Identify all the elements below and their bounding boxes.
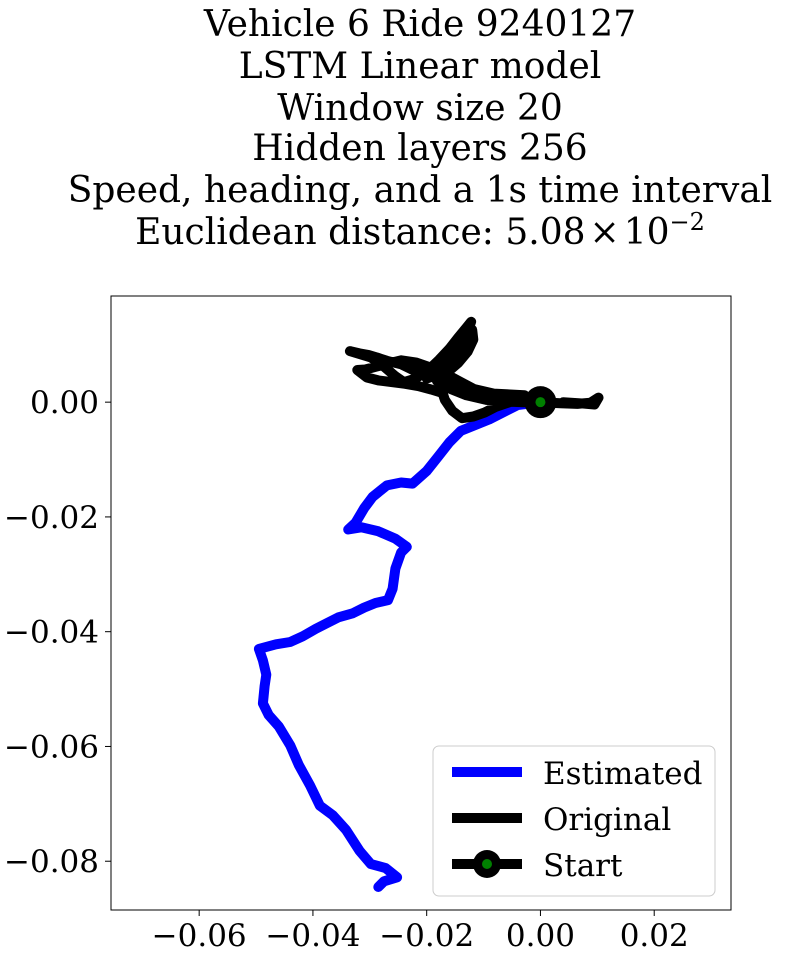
x-tick-label: 0.00: [506, 918, 575, 954]
start-marker-inner: [535, 397, 546, 408]
y-tick-label: −0.06: [4, 729, 99, 765]
y-tick-label: −0.02: [4, 500, 99, 536]
y-tick-label: −0.04: [4, 615, 99, 651]
x-axis: −0.06 −0.04 −0.02 0.00 0.02: [152, 910, 689, 954]
title-line-3: Window size 20: [277, 88, 563, 129]
metric-mantissa: 5.08: [505, 212, 585, 253]
title-line-6-metric: Euclidean distance: 5.08 × 10−2: [135, 208, 705, 253]
legend-label-start: Start: [543, 848, 623, 884]
legend: Estimated Original Start: [432, 745, 716, 897]
title-line-1: Vehicle 6 Ride 9240127: [203, 4, 636, 45]
legend-swatch-start-inner: [482, 859, 492, 869]
metric-exponent: −2: [670, 208, 705, 236]
y-tick-label: −0.08: [4, 844, 99, 880]
x-tick-label: −0.02: [379, 918, 474, 954]
x-tick-label: −0.04: [265, 918, 360, 954]
title-line-4: Hidden layers 256: [252, 128, 587, 169]
plot-frame: [110, 295, 732, 911]
y-tick-label: 0.00: [30, 385, 99, 421]
start-marker-group: [524, 386, 557, 419]
x-tick-label: −0.06: [152, 918, 247, 954]
plot-series: [253, 316, 604, 892]
legend-label-original: Original: [543, 802, 671, 838]
chart-title: Vehicle 6 Ride 9240127 LSTM Linear model…: [68, 4, 773, 253]
title-line-5: Speed, heading, and a 1s time interval: [68, 170, 773, 211]
legend-label-estimated: Estimated: [543, 756, 702, 792]
series-line-estimated: [253, 397, 546, 892]
x-tick-label: 0.02: [620, 918, 689, 954]
y-axis: 0.00 −0.02 −0.04 −0.06 −0.08: [4, 385, 111, 880]
legend-box: [432, 745, 716, 897]
metric-base: 10: [624, 212, 670, 253]
series-line-original: [344, 316, 604, 424]
title-line-2: LSTM Linear model: [239, 46, 602, 87]
metric-times: ×: [590, 212, 620, 253]
metric-label: Euclidean distance:: [135, 212, 505, 253]
